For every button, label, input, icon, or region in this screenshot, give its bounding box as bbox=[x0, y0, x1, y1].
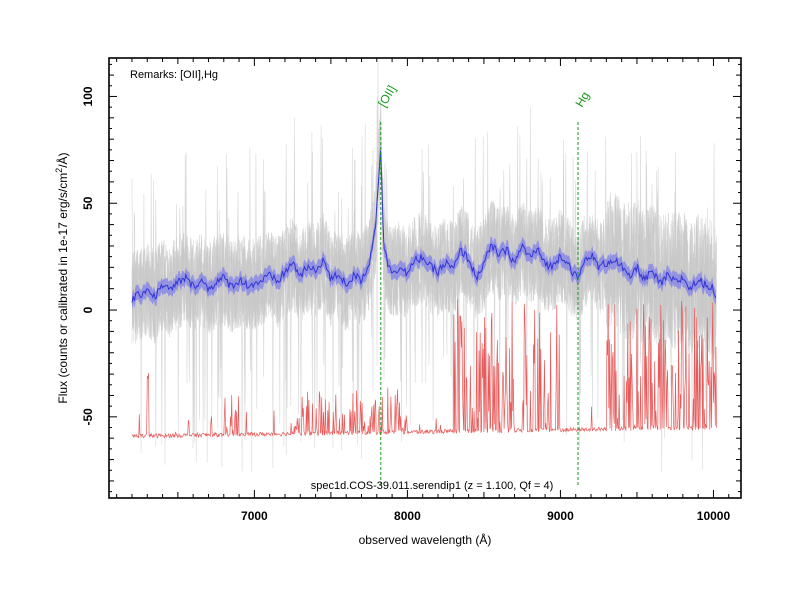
y-tick-label: 50 bbox=[81, 196, 95, 210]
emission-line-markers: [OII] Hg bbox=[375, 83, 592, 486]
axis-ticks: 7000 8000 9000 10000 -50 0 50 100 bbox=[81, 58, 741, 523]
spectrum-id-label: spec1d.COS-39.011.serendip1 (z = 1.100, … bbox=[311, 480, 554, 492]
smoothed-error-band bbox=[132, 143, 716, 310]
smoothed-spectrum-series bbox=[131, 150, 717, 303]
emission-line-label: [OII] bbox=[375, 83, 398, 110]
x-tick-label: 8000 bbox=[394, 509, 421, 523]
sky-spectrum-series bbox=[131, 299, 717, 439]
sky-spectrum-line bbox=[131, 299, 717, 439]
x-tick-label: 9000 bbox=[547, 509, 574, 523]
y-tick-label: 100 bbox=[81, 86, 95, 106]
x-tick-label: 7000 bbox=[241, 509, 268, 523]
smoothed-error-band-area bbox=[132, 143, 716, 310]
smoothed-spectrum-line bbox=[131, 150, 717, 303]
x-tick-label: 10000 bbox=[697, 509, 731, 523]
y-axis-title-unit: Å bbox=[55, 156, 70, 164]
y-axis-title-superscript: 2 bbox=[54, 168, 64, 173]
y-axis-title-slash: / bbox=[56, 164, 70, 168]
y-tick-label: 0 bbox=[81, 306, 95, 313]
y-tick-label: -50 bbox=[81, 408, 95, 426]
y-axis-title: Flux (counts or calibrated in 1e-17 erg/… bbox=[54, 152, 70, 403]
y-axis-title-main: Flux (counts or calibrated in 1e-17 erg/… bbox=[56, 173, 70, 404]
y-axis-title-close: ) bbox=[56, 152, 70, 156]
emission-line-label: Hg bbox=[573, 89, 593, 109]
x-axis-title: observed wavelength (Å) bbox=[359, 532, 492, 547]
remarks-annotation: Remarks: [OII],Hg bbox=[130, 69, 218, 81]
